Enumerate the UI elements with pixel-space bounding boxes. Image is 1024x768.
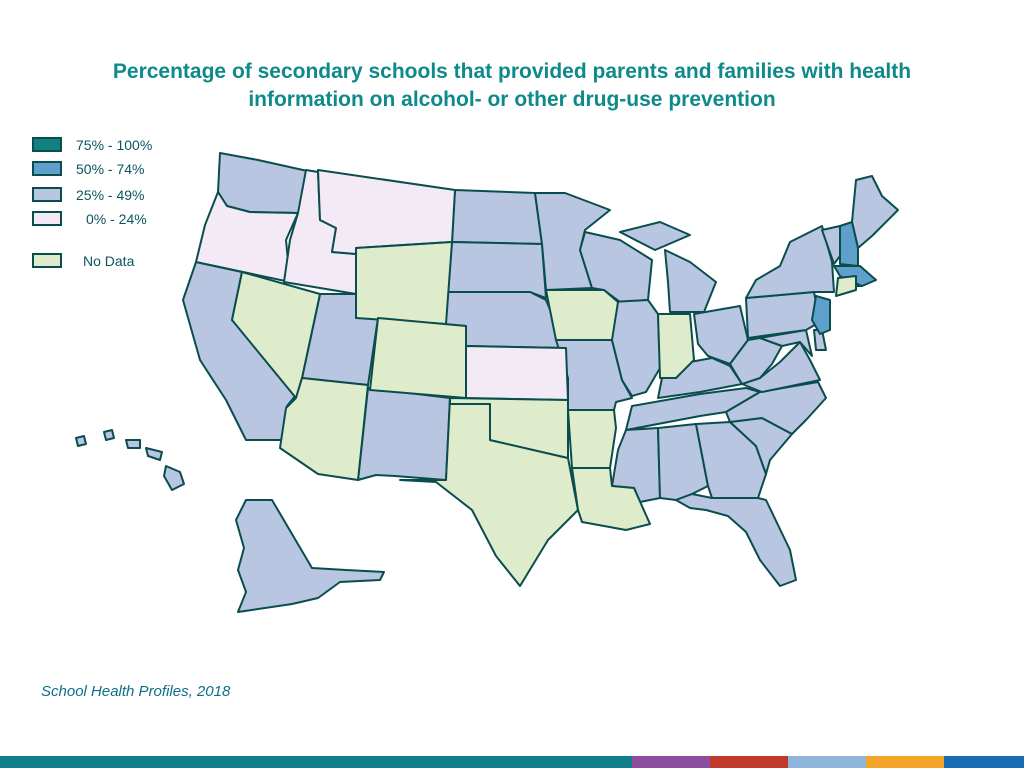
- state-montana: [317, 169, 456, 255]
- legend-swatch-75-100: [32, 137, 62, 152]
- legend-item-50-74: 50% - 74%: [32, 160, 202, 180]
- state-indiana: [657, 313, 695, 379]
- state-connecticut: [835, 275, 857, 297]
- legend-label-0-24: 0% - 24%: [86, 211, 147, 227]
- state-hawaii-kauai: [103, 429, 115, 441]
- state-pennsylvania: [745, 291, 821, 339]
- state-new-york: [745, 225, 835, 299]
- state-washington: [217, 152, 313, 214]
- state-illinois: [611, 299, 661, 397]
- state-wyoming: [355, 241, 453, 325]
- legend-label-75-100: 75% - 100%: [76, 137, 153, 153]
- footer-bar-segment: [866, 756, 944, 768]
- footer-color-bar: [0, 756, 1024, 768]
- state-oklahoma: [449, 397, 569, 459]
- legend-label-25-49: 25% - 49%: [76, 187, 145, 203]
- state-maine: [851, 175, 899, 249]
- state-new-mexico: [357, 387, 451, 481]
- state-north-dakota: [451, 189, 543, 245]
- footer-bar-segment: [788, 756, 866, 768]
- footer-bar-segment: [632, 756, 710, 768]
- legend-swatch-50-74: [32, 161, 62, 176]
- state-hawaii-maui: [145, 447, 163, 461]
- source-citation: School Health Profiles, 2018: [41, 683, 231, 700]
- state-hawaii-niihau: [75, 435, 87, 447]
- state-iowa: [545, 289, 619, 341]
- state-arizona: [279, 377, 369, 481]
- state-colorado: [369, 317, 467, 399]
- state-arkansas: [567, 409, 617, 469]
- legend-label-no-data: No Data: [83, 253, 135, 269]
- footer-bar-segment: [944, 756, 1024, 768]
- state-new-hampshire: [839, 221, 859, 267]
- state-hawaii-big-island: [163, 465, 185, 491]
- legend-swatch-0-24: [32, 211, 62, 226]
- state-louisiana: [571, 467, 651, 531]
- state-hawaii-oahu: [125, 439, 141, 449]
- state-alaska: [235, 499, 385, 613]
- map-title: Percentage of secondary schools that pro…: [0, 58, 1024, 114]
- legend-item-25-49: 25% - 49%: [32, 186, 202, 206]
- legend-item-0-24: 0% - 24%: [32, 210, 202, 230]
- state-new-jersey: [811, 295, 831, 335]
- state-west-virginia: [729, 337, 783, 385]
- map-title-line-1: Percentage of secondary schools that pro…: [112, 60, 912, 83]
- state-florida: [675, 493, 797, 587]
- state-oregon: [195, 191, 299, 283]
- state-south-dakota: [447, 241, 547, 299]
- legend-swatch-no-data: [32, 253, 62, 268]
- footer-bar-segment: [0, 756, 632, 768]
- state-kansas: [465, 345, 569, 401]
- legend-item-75-100: 75% - 100%: [32, 136, 202, 156]
- legend-swatch-25-49: [32, 187, 62, 202]
- map-title-line-2: information on alcohol- or other drug-us…: [248, 88, 776, 111]
- legend-item-no-data: No Data: [32, 252, 202, 272]
- legend-label-50-74: 50% - 74%: [76, 161, 145, 177]
- footer-bar-segment: [710, 756, 788, 768]
